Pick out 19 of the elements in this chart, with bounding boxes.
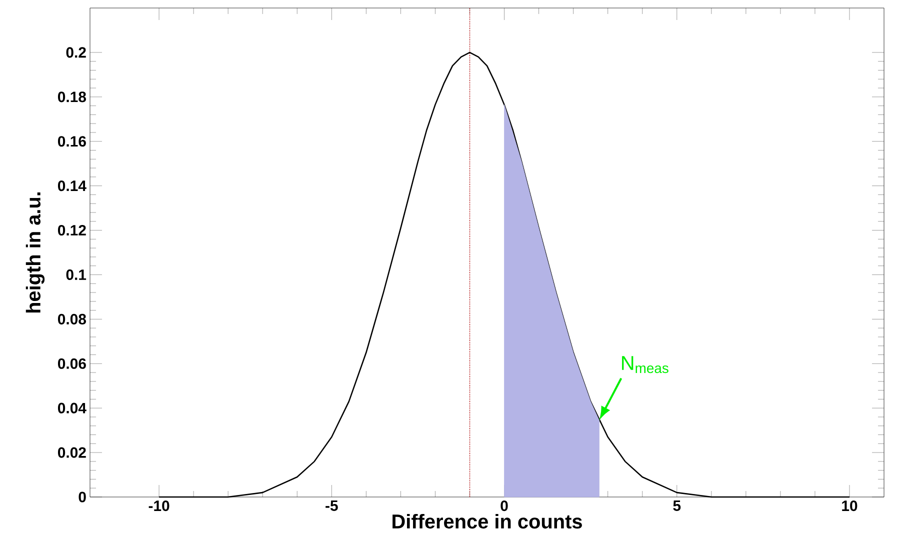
y-tick-label: 0.14 [58, 180, 86, 192]
x-tick-label: 10 [842, 500, 858, 512]
x-tick-label: 0 [500, 500, 508, 512]
y-tick-label: 0 [78, 492, 86, 502]
y-tick-label: 0.04 [58, 402, 86, 414]
x-tick-label: -5 [326, 500, 338, 511]
y-tick-label: 0.18 [58, 92, 86, 102]
y-tick-label: 0.16 [58, 136, 86, 147]
y-tick-label: 0.08 [58, 314, 86, 324]
x-tick-label: -10 [148, 500, 170, 512]
y-tick-label: 0.2 [66, 47, 86, 58]
x-axis-title: Difference in counts [392, 514, 582, 529]
x-tick-label: 5 [673, 500, 681, 511]
y-tick-label: 0.1 [66, 269, 86, 280]
y-tick-label: 0.06 [58, 358, 86, 369]
y-tick-label: 0.02 [58, 447, 86, 458]
y-axis-title: heigth in a.u. [26, 192, 45, 313]
y-tick-label: 0.12 [58, 224, 86, 236]
annotation: N$_{meas}$ [622, 356, 668, 374]
